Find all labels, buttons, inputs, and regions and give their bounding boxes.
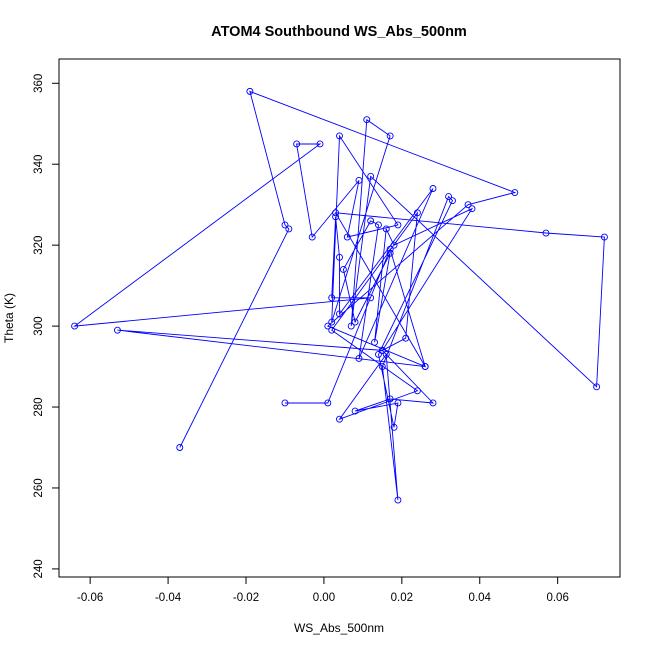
y-tick-label: 240 (33, 559, 45, 578)
data-point (542, 229, 550, 237)
data-point (351, 318, 359, 326)
data-point (367, 217, 375, 225)
data-point (375, 350, 382, 358)
data-point (246, 87, 254, 95)
data-point (332, 209, 340, 217)
data-point (339, 265, 347, 273)
x-tick-label: -0.04 (155, 592, 182, 604)
data-point (367, 172, 375, 180)
data-point (375, 221, 382, 229)
data-point (328, 318, 336, 326)
data-point (378, 363, 386, 371)
data-point (378, 346, 386, 354)
data-point (281, 399, 289, 407)
data-point (386, 245, 394, 253)
data-point (600, 233, 608, 241)
data-point (421, 363, 429, 371)
data-point (336, 415, 343, 423)
data-point (390, 423, 398, 431)
data-point (336, 132, 343, 140)
data-point (394, 496, 402, 504)
data-point (445, 193, 453, 201)
x-tick-label: -0.02 (233, 592, 259, 604)
data-point (413, 387, 421, 395)
data-point (281, 221, 289, 229)
data-point (285, 225, 293, 233)
data-point (355, 355, 363, 362)
y-tick-label: 340 (33, 155, 45, 174)
data-point (336, 310, 343, 318)
data-point (593, 383, 601, 391)
data-point (113, 326, 121, 334)
data-point (363, 116, 371, 124)
y-tick-label: 280 (33, 397, 45, 416)
data-point (347, 322, 355, 330)
x-tick-label: 0.00 (313, 592, 335, 604)
x-axis-label: WS_Abs_500nm (294, 621, 384, 635)
data-point (336, 253, 343, 261)
data-point (394, 221, 402, 229)
x-tick-label: -0.06 (77, 592, 103, 604)
data-point (386, 395, 394, 403)
data-point (293, 140, 301, 148)
data-point (413, 209, 421, 217)
data-point (355, 176, 363, 184)
data-point (386, 132, 394, 140)
data-point (332, 213, 340, 221)
data-point (176, 444, 184, 451)
data-point (382, 350, 390, 358)
data-point (328, 326, 336, 334)
series-line (73, 90, 605, 501)
data-point (390, 241, 398, 249)
y-tick-label: 320 (33, 236, 45, 255)
data-point (324, 322, 332, 330)
y-axis-label: Theta (K) (2, 293, 16, 343)
data-point (429, 185, 437, 192)
y-tick-label: 300 (33, 317, 45, 336)
data-point (324, 399, 332, 407)
data-point (367, 294, 375, 302)
x-tick-label: 0.04 (469, 592, 492, 604)
data-point (308, 233, 316, 241)
data-point (429, 399, 437, 407)
data-point (386, 249, 394, 257)
y-tick-label: 360 (33, 74, 45, 93)
data-point (351, 407, 359, 415)
y-tick-label: 260 (33, 478, 45, 497)
data-point (394, 399, 402, 407)
x-tick-label: 0.06 (546, 592, 568, 604)
data-point (464, 201, 472, 209)
data-point (343, 233, 351, 241)
chart-title: ATOM4 Southbound WS_Abs_500nm (211, 24, 467, 40)
data-point (402, 334, 410, 342)
data-point (449, 197, 456, 205)
data-point (468, 205, 476, 213)
data-point (382, 225, 390, 233)
data-point (328, 294, 336, 302)
data-point (316, 140, 324, 148)
x-tick-label: 0.02 (391, 592, 413, 604)
data-series (71, 87, 608, 504)
data-point (71, 322, 79, 330)
data-point (371, 338, 379, 346)
data-point (511, 189, 519, 196)
x-axis: -0.06 -0.04 -0.02 0.00 0.02 0.04 0.06 (77, 576, 569, 604)
y-axis: 240 260 280 300 320 340 360 (33, 74, 60, 579)
